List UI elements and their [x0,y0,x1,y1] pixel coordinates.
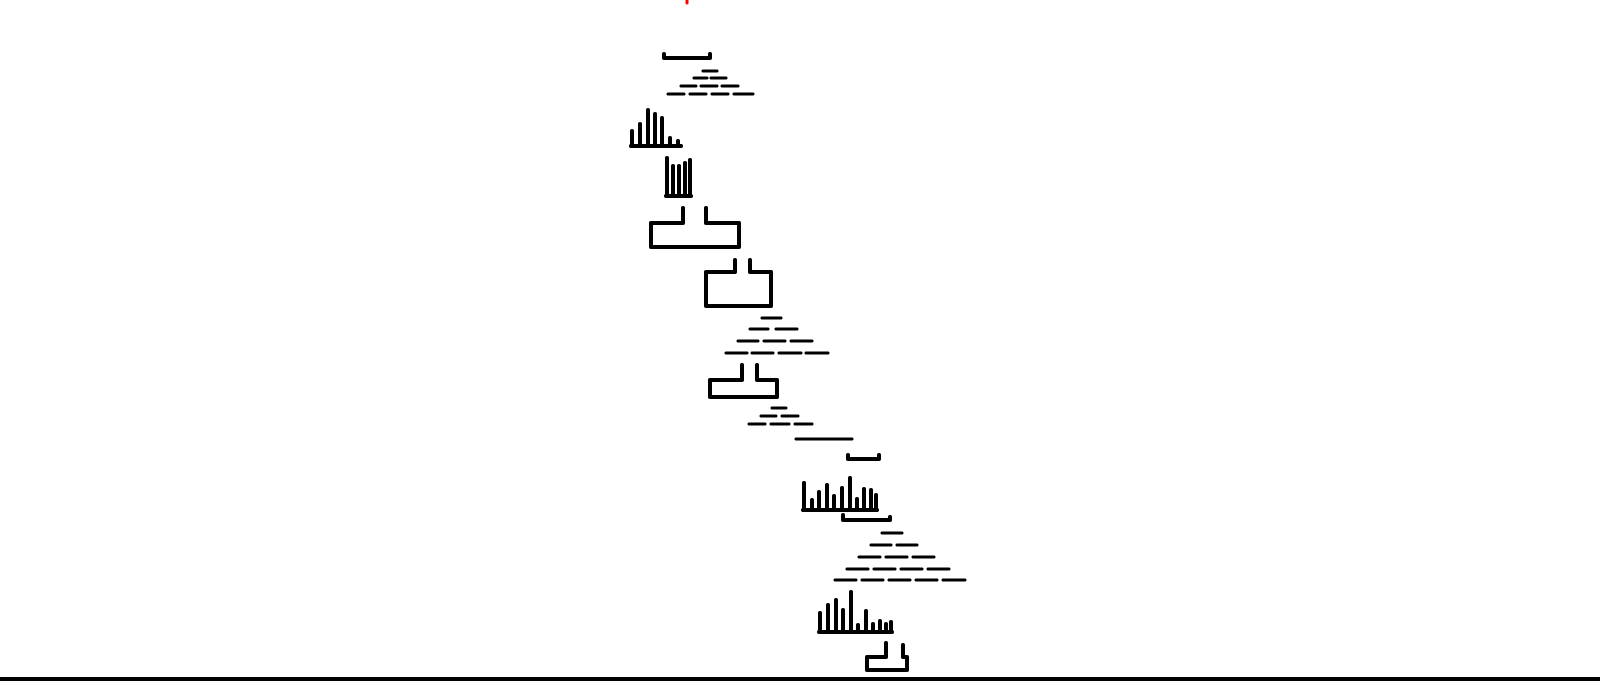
bar-cluster-3 [817,590,894,634]
bar-cluster-2 [801,476,879,512]
tray-figure-1 [649,206,741,249]
dash-pyramid-4 [833,531,967,582]
tray-figure-3 [708,363,779,399]
dash-pyramid-1 [666,69,755,96]
dash-pyramid-2 [724,316,830,355]
bar-cluster-1 [629,108,683,148]
tray-figure-2 [704,258,773,308]
comb-figure [664,156,693,198]
bracket-figure-2 [846,453,881,461]
bracket-figure-3 [841,513,892,522]
dash-pyramid-3 [747,406,814,426]
bracket-figure-1 [662,52,712,60]
tray-figure-4 [865,641,909,672]
